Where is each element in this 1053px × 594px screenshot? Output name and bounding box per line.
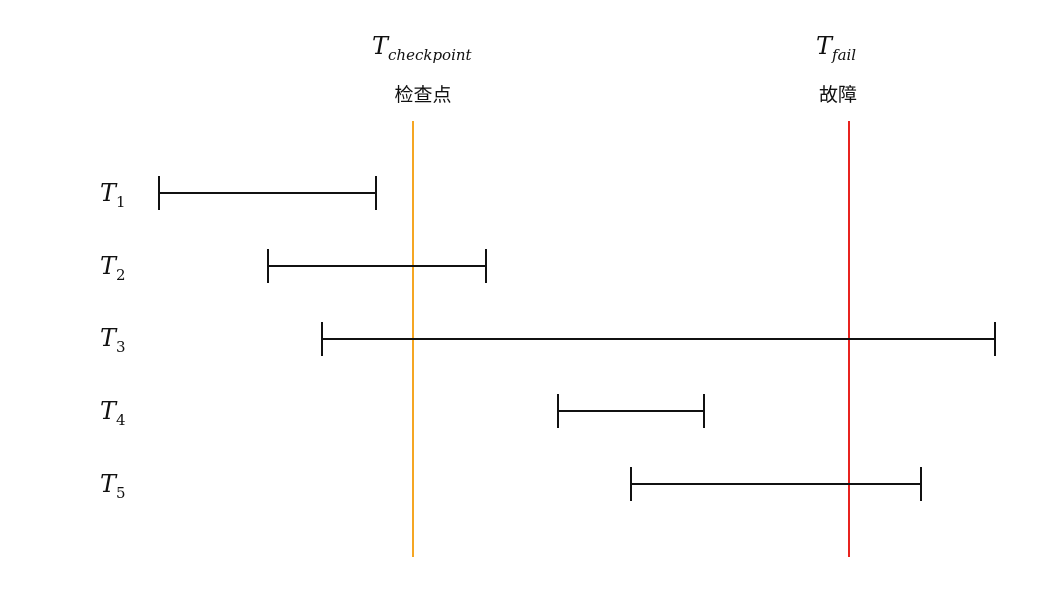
transaction-row-5: T5 [100,467,922,502]
transaction-row-1: T1 [100,176,377,211]
transaction-label-1: T1 [100,179,126,211]
fail-marker: Tfail 故障 [816,32,857,557]
transaction-label-4: T4 [100,397,126,429]
transaction-label-3: T3 [100,324,126,356]
fail-caption: 故障 [819,84,857,106]
fail-subscript: fail [831,46,856,64]
checkpoint-subscript: checkpoint [388,46,473,64]
transaction-label-2: T2 [100,252,126,284]
checkpoint-marker: Tcheckpoint 检查点 [372,32,473,557]
transaction-row-4: T4 [100,394,705,429]
fail-symbol: Tfail [816,32,856,64]
transaction-row-3: T3 [100,322,996,356]
transaction-label-5: T5 [100,470,126,502]
transaction-row-2: T2 [100,249,487,284]
checkpoint-caption: 检查点 [394,84,451,106]
checkpoint-symbol: Tcheckpoint [372,32,473,64]
